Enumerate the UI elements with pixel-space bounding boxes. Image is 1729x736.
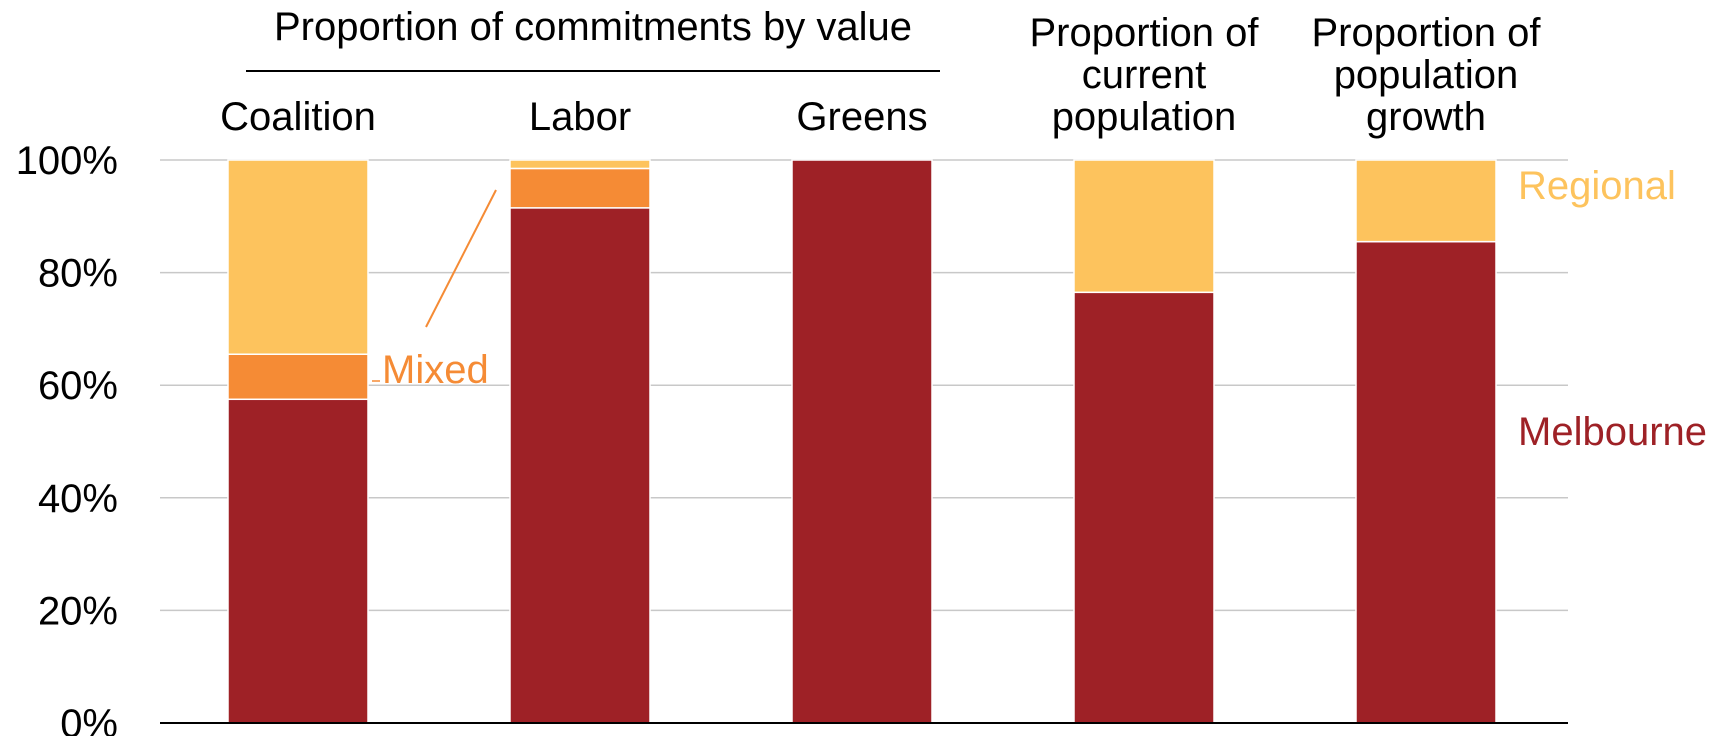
bar-segment-melbourne bbox=[1073, 291, 1215, 724]
bar-segment-melbourne bbox=[791, 159, 933, 724]
category-label: Proportion of bbox=[1311, 11, 1541, 55]
category-label: population bbox=[1052, 95, 1237, 139]
category-label: current bbox=[1082, 53, 1207, 97]
group-header-label: Proportion of commitments by value bbox=[274, 5, 912, 49]
category-label: population bbox=[1334, 53, 1519, 97]
y-tick-label: 0% bbox=[60, 702, 118, 736]
y-axis-ticks: 0% 20% 40% 60% 80% 100% bbox=[16, 139, 118, 736]
bar-segment-melbourne bbox=[1355, 240, 1497, 724]
category-label: growth bbox=[1366, 95, 1486, 139]
bar-segment-melbourne bbox=[509, 207, 651, 724]
bar-segment-melbourne bbox=[227, 398, 369, 724]
series-label-regional: Regional bbox=[1518, 164, 1676, 208]
bars bbox=[227, 159, 1497, 724]
series-label-melbourne: Melbourne bbox=[1518, 410, 1707, 454]
series-label-mixed: Mixed bbox=[382, 348, 489, 392]
mixed-leader-line bbox=[425, 189, 497, 328]
y-tick-label: 20% bbox=[38, 589, 118, 633]
bar-segment-regional bbox=[509, 159, 651, 170]
category-label: Greens bbox=[796, 95, 927, 139]
y-tick-label: 40% bbox=[38, 477, 118, 521]
bar-segment-regional bbox=[1073, 159, 1215, 294]
bar-segment-mixed bbox=[509, 167, 651, 209]
category-label: Labor bbox=[529, 95, 631, 139]
category-label: Proportion of bbox=[1029, 11, 1259, 55]
y-tick-label: 60% bbox=[38, 364, 118, 408]
y-tick-label: 80% bbox=[38, 252, 118, 296]
series-annotations: Regional Melbourne Mixed bbox=[372, 164, 1707, 454]
category-label: Coalition bbox=[220, 95, 376, 139]
bar-segment-regional bbox=[227, 159, 369, 355]
group-header: Proportion of commitments by value bbox=[246, 5, 940, 72]
bar-segment-mixed bbox=[227, 353, 369, 401]
bar-segment-regional bbox=[1355, 159, 1497, 243]
y-tick-label: 100% bbox=[16, 139, 118, 183]
